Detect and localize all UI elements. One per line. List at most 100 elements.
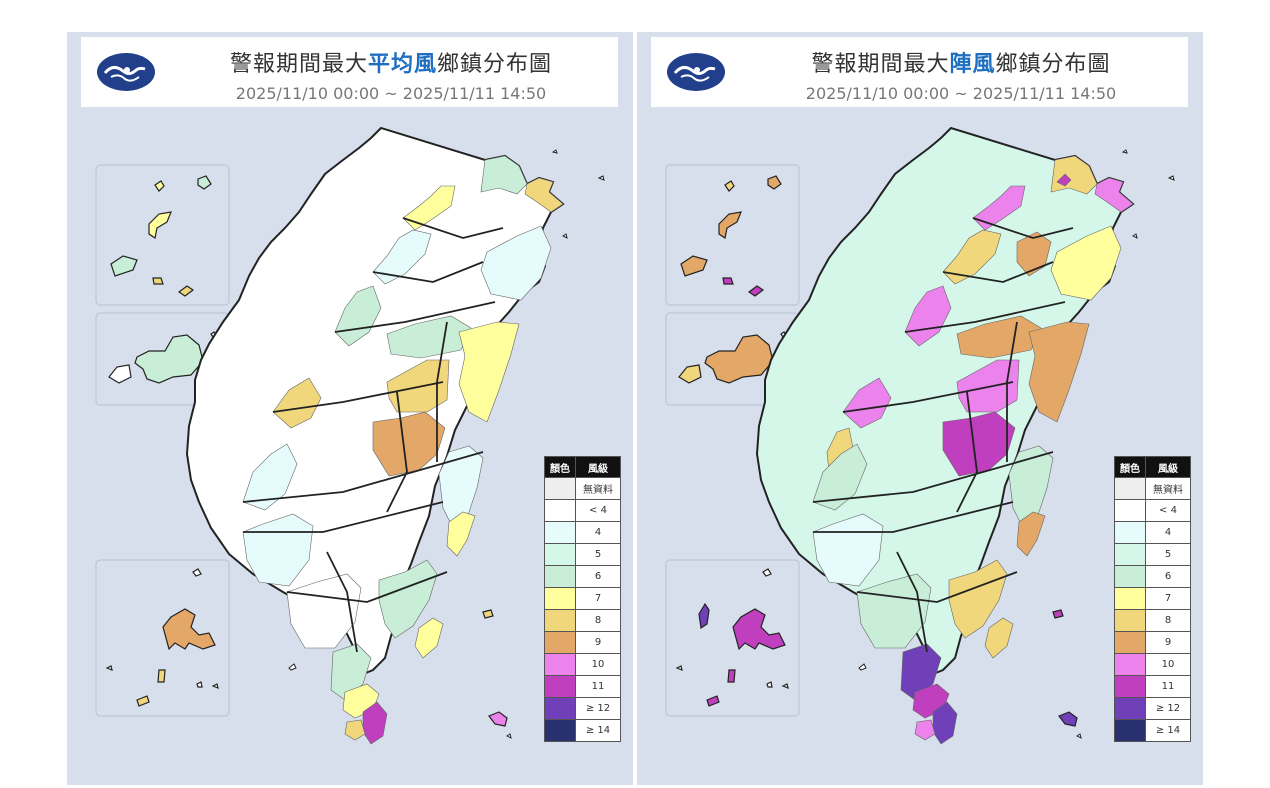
- region-hsinchu: [372, 229, 432, 285]
- taiwan-main-island: [755, 126, 1135, 676]
- region-taitung-north: [948, 559, 1008, 639]
- legend-swatch: [544, 499, 576, 522]
- region-pingtung-mid: [330, 643, 372, 701]
- matsu-island: [767, 175, 782, 190]
- region-keelung: [1094, 177, 1134, 213]
- region-taoyuan: [972, 185, 1026, 231]
- region-kaohsiung: [856, 573, 932, 649]
- legend-swatch: [1114, 587, 1146, 610]
- islet: [1132, 233, 1138, 239]
- region-hualien-north: [458, 321, 520, 423]
- legend-swatch: [544, 609, 576, 632]
- region-taitung-north: [378, 559, 438, 639]
- legend-label: 無資料: [575, 477, 621, 500]
- wind-level-legend: 顏色 風級 無資料 < 4 4 5 6 7 8 9 10 11 ≥ 12 ≥ 14: [544, 456, 621, 742]
- islet: [1076, 733, 1082, 739]
- legend-label: 無資料: [1145, 477, 1191, 500]
- matsu-island: [148, 211, 172, 239]
- map-title: 警報期間最大陣風鄉鎮分布圖: [811, 52, 1111, 77]
- kinmen-island: [704, 334, 774, 384]
- region-pingtung-sw: [344, 719, 366, 741]
- region-taitung-coast: [414, 617, 444, 659]
- legend-label: 10: [1145, 653, 1191, 676]
- legend-swatch: [1114, 565, 1146, 588]
- islet: [562, 233, 568, 239]
- legend-swatch: [544, 631, 576, 654]
- legend-swatch: [544, 587, 576, 610]
- penghu-island: [766, 681, 773, 688]
- legend-swatch: [1114, 499, 1146, 522]
- region-taoyuan: [402, 185, 456, 231]
- legend-label: 9: [1145, 631, 1191, 654]
- map-period: 2025/11/10 00:00 ~ 2025/11/11 14:50: [805, 84, 1117, 103]
- region-north-top: [1056, 173, 1072, 187]
- taiwan-main-island: [185, 126, 565, 676]
- legend-swatch: [544, 565, 576, 588]
- matsu-island: [154, 180, 165, 192]
- orchid-island: [1058, 711, 1078, 727]
- legend-label: 10: [575, 653, 621, 676]
- wind-level-legend: 顏色 風級 無資料 < 4 4 5 6 7 8 9 10 11 ≥ 12 ≥ 14: [1114, 456, 1191, 742]
- legend-swatch: [1114, 477, 1146, 500]
- region-hsinchu: [942, 229, 1002, 285]
- penghu-island: [732, 608, 786, 651]
- penghu-island: [698, 602, 710, 630]
- matsu-island: [724, 180, 735, 192]
- legend-label: 6: [575, 565, 621, 588]
- legend-header-level: 風級: [575, 456, 621, 478]
- legend-swatch: [1114, 719, 1146, 742]
- legend-swatch: [544, 697, 576, 720]
- legend-label: < 4: [1145, 499, 1191, 522]
- region-chiayi-coast: [812, 443, 868, 511]
- taiwan-mean-wind-map: [95, 126, 605, 745]
- penghu-island: [781, 683, 789, 689]
- legend-label: 7: [1145, 587, 1191, 610]
- legend-label: 11: [575, 675, 621, 698]
- matsu-island: [177, 285, 195, 297]
- region-kaohsiung: [286, 573, 362, 649]
- legend-label: 6: [1145, 565, 1191, 588]
- panel-mean-wind: 警報期間最大平均風鄉鎮分布圖 2025/11/10 00:00 ~ 2025/1…: [67, 32, 633, 785]
- region-yilan: [480, 225, 552, 301]
- legend-header-color: 顏色: [1114, 456, 1146, 478]
- legend-label: 4: [1145, 521, 1191, 544]
- legend-header-color: 顏色: [544, 456, 576, 478]
- penghu-island: [196, 681, 203, 688]
- legend-swatch: [544, 653, 576, 676]
- penghu-island: [211, 683, 219, 689]
- islet: [858, 663, 867, 671]
- islet: [288, 663, 297, 671]
- islet: [506, 733, 512, 739]
- green-island: [1052, 609, 1064, 619]
- panel-gust: 警報期間最大陣風鄉鎮分布圖 2025/11/10 00:00 ~ 2025/11…: [637, 32, 1203, 785]
- region-hualien-south: [446, 511, 476, 557]
- matsu-island: [718, 211, 742, 239]
- region-hualien-north: [1028, 321, 1090, 423]
- region-kaohsiung-mountain: [900, 643, 942, 701]
- region-chiayi-coast: [242, 443, 298, 511]
- penghu-island: [706, 695, 720, 707]
- legend-label: 5: [1145, 543, 1191, 566]
- legend-label: ≥ 12: [1145, 697, 1191, 720]
- legend-label: 8: [1145, 609, 1191, 632]
- green-island: [482, 609, 494, 619]
- kinmen-island: [678, 364, 702, 384]
- islet: [1167, 175, 1175, 181]
- matsu-island: [722, 277, 734, 285]
- cwa-logo-icon: [667, 53, 725, 91]
- legend-label: ≥ 12: [575, 697, 621, 720]
- penghu-island: [762, 568, 772, 577]
- cwa-logo-icon: [97, 53, 155, 91]
- region-taitung-coast: [984, 617, 1014, 659]
- legend-swatch: [1114, 675, 1146, 698]
- orchid-island: [488, 711, 508, 727]
- legend-swatch: [544, 521, 576, 544]
- legend-swatch: [1114, 653, 1146, 676]
- legend-label: ≥ 14: [1145, 719, 1191, 742]
- title-box: 警報期間最大陣風鄉鎮分布圖 2025/11/10 00:00 ~ 2025/11…: [651, 37, 1188, 107]
- legend-label: 4: [575, 521, 621, 544]
- title-box: 警報期間最大平均風鄉鎮分布圖 2025/11/10 00:00 ~ 2025/1…: [81, 37, 618, 107]
- region-north-coast: [480, 155, 528, 195]
- legend-label: 7: [575, 587, 621, 610]
- legend-label: 8: [575, 609, 621, 632]
